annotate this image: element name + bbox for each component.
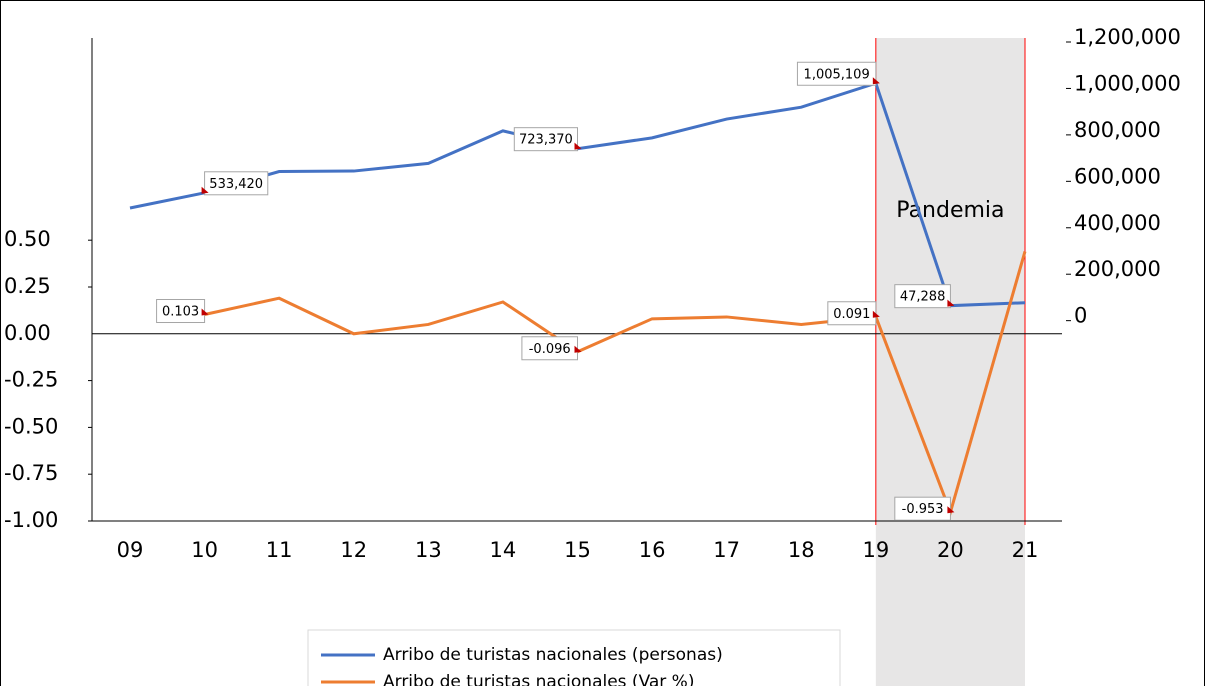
label-pointer xyxy=(574,142,582,150)
x-tick-label: 14 xyxy=(490,538,517,562)
x-tick-label: 10 xyxy=(191,538,218,562)
x-tick-label: 13 xyxy=(415,538,442,562)
legend-box xyxy=(307,629,841,686)
y-tick-label: -0.50 xyxy=(4,414,58,438)
legend-label: Arribo de turistas nacionales (Var %) xyxy=(383,672,694,686)
x-tick-label: 18 xyxy=(788,538,815,562)
label-pointer xyxy=(872,310,880,318)
data-label: 0.091 xyxy=(833,307,870,322)
data-label: -0.953 xyxy=(902,502,944,517)
data-label-box xyxy=(894,496,951,521)
y2-tick-label: 600,000 xyxy=(1074,164,1161,188)
annotation: Pandemia xyxy=(896,198,1004,223)
label-pointer xyxy=(872,77,880,85)
label-pointer xyxy=(947,506,955,514)
x-tick-label: 09 xyxy=(117,538,144,562)
label-pointer xyxy=(201,186,209,194)
shaded-region xyxy=(875,38,1025,686)
y-tick-label: -1.00 xyxy=(4,508,58,532)
data-label-box xyxy=(894,284,951,309)
y-tick-label: -0.75 xyxy=(4,461,58,485)
x-tick-label: 11 xyxy=(266,538,293,562)
legend-label: Arribo de turistas nacionales (personas) xyxy=(383,645,723,665)
x-tick-label: 20 xyxy=(937,538,964,562)
label-pointer xyxy=(574,345,582,353)
data-label: 0.103 xyxy=(162,305,199,320)
data-label-box xyxy=(521,336,579,361)
y-tick-label: 0.50 xyxy=(4,227,51,251)
x-tick-label: 15 xyxy=(564,538,591,562)
data-label-box xyxy=(827,301,877,326)
y2-tick-label: 1,000,000 xyxy=(1074,71,1181,95)
data-label-box xyxy=(796,61,877,86)
y-tick-label: -0.25 xyxy=(4,368,58,392)
x-tick-label: 19 xyxy=(862,538,889,562)
label-pointer xyxy=(201,308,209,316)
y-tick-label: 0.00 xyxy=(4,321,51,345)
label-pointer xyxy=(947,299,955,307)
y2-tick-label: 200,000 xyxy=(1074,257,1161,281)
series-line xyxy=(204,251,1027,517)
x-tick-label: 21 xyxy=(1012,538,1039,562)
data-label-box xyxy=(156,299,206,324)
y2-tick-label: 1,200,000 xyxy=(1074,25,1181,49)
data-label-box xyxy=(204,171,269,196)
y-tick-label: 0.25 xyxy=(4,274,51,298)
y2-tick-label: 0 xyxy=(1074,304,1087,328)
data-label-box xyxy=(513,127,578,152)
x-tick-label: 17 xyxy=(713,538,740,562)
data-label: 533,420 xyxy=(209,177,263,192)
y2-tick-label: 400,000 xyxy=(1074,211,1161,235)
x-tick-label: 16 xyxy=(639,538,666,562)
data-label: 47,288 xyxy=(900,290,946,305)
x-tick-label: 12 xyxy=(340,538,367,562)
y2-tick-label: 800,000 xyxy=(1074,118,1161,142)
data-label: 723,370 xyxy=(519,133,573,148)
data-label: 1,005,109 xyxy=(804,67,870,82)
data-label: -0.096 xyxy=(529,342,571,357)
